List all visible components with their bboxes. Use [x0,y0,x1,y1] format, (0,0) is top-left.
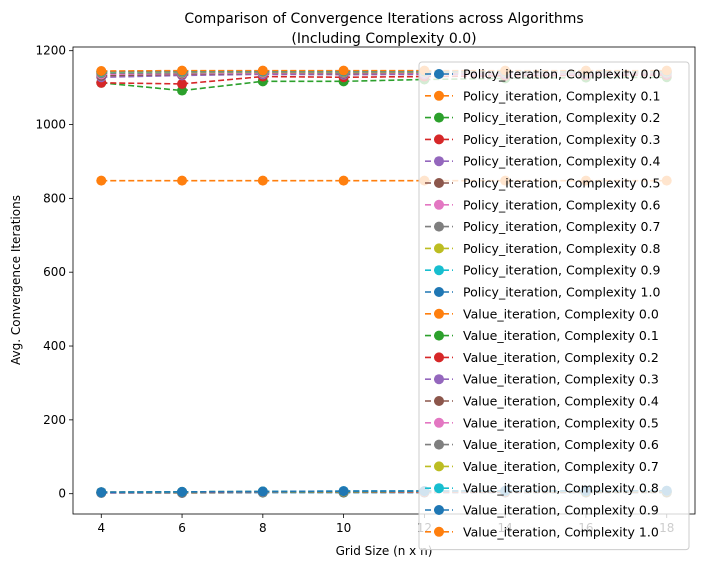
legend-marker [434,330,444,341]
legend-label: Value_iteration, Complexity 0.8 [463,481,659,496]
data-point [96,487,107,498]
legend-label: Value_iteration, Complexity 0.5 [463,415,659,430]
legend-marker [434,439,444,450]
y-tick-label: 400 [43,339,66,353]
legend-label: Policy_iteration, Complexity 0.9 [463,263,660,278]
legend-marker [434,374,444,385]
y-tick-label: 1000 [35,118,66,132]
legend-item: Value_iteration, Complexity 0.3 [425,372,659,387]
legend-label: Policy_iteration, Complexity 0.2 [463,110,660,125]
legend-marker [434,483,444,494]
legend-marker [434,265,444,276]
legend-item: Value_iteration, Complexity 0.0 [425,306,659,321]
chart-title: Comparison of Convergence Iterations acr… [184,11,583,27]
legend-marker [434,287,444,297]
legend-marker [434,396,444,406]
x-tick-label: 6 [178,521,186,535]
legend-label: Value_iteration, Complexity 0.9 [463,503,659,518]
legend-label: Policy_iteration, Complexity 0.6 [463,197,660,212]
data-point [177,486,188,497]
legend-marker [434,417,444,428]
legend-label: Policy_iteration, Complexity 0.0 [463,67,660,82]
x-axis-label: Grid Size (n x n) [336,544,433,558]
legend-item: Policy_iteration, Complexity 0.2 [425,110,660,125]
legend-label: Value_iteration, Complexity 0.6 [463,437,659,452]
legend-marker [434,69,444,79]
legend-marker [434,178,444,188]
x-tick-label: 8 [259,521,267,535]
legend-label: Value_iteration, Complexity 0.7 [463,459,659,474]
legend-item: Policy_iteration, Complexity 1.0 [425,285,660,300]
data-point [257,175,268,186]
legend-label: Policy_iteration, Complexity 0.7 [463,219,660,234]
y-tick-label: 200 [43,413,66,427]
legend-item: Value_iteration, Complexity 0.5 [425,415,659,430]
legend-item: Policy_iteration, Complexity 0.6 [425,197,660,212]
legend-item: Value_iteration, Complexity 0.2 [425,350,659,365]
legend-marker [434,505,444,515]
data-point [338,65,349,76]
data-point [257,65,268,76]
legend-label: Policy_iteration, Complexity 0.8 [463,241,660,256]
legend-item: Policy_iteration, Complexity 0.4 [425,154,660,169]
data-point [177,175,188,186]
legend-marker [434,526,444,537]
legend: Policy_iteration, Complexity 0.0 Policy_i… [418,61,690,551]
legend-label: Value_iteration, Complexity 0.0 [463,306,659,321]
data-point [177,65,188,76]
legend-marker [434,461,444,472]
legend-item: Value_iteration, Complexity 0.6 [425,437,659,452]
legend-label: Policy_iteration, Complexity 0.3 [463,132,660,147]
legend-item: Value_iteration, Complexity 0.1 [425,328,659,343]
legend-marker [434,243,444,254]
legend-label: Policy_iteration, Complexity 0.5 [463,176,660,191]
legend-marker [434,134,444,145]
y-axis-ticks: 0 200 400 600 800 1000 1200 [35,44,73,501]
data-point [257,486,268,497]
chart-subtitle: (Including Complexity 0.0) [291,31,476,47]
legend-label: Policy_iteration, Complexity 0.4 [463,154,660,169]
legend-marker [434,112,444,123]
legend-item: Policy_iteration, Complexity 0.5 [425,176,660,191]
legend-label: Value_iteration, Complexity 1.0 [463,524,659,539]
legend-box [418,61,690,551]
legend-item: Policy_iteration, Complexity 0.9 [425,263,660,278]
legend-label: Value_iteration, Complexity 0.1 [463,328,659,343]
data-point [177,78,188,89]
y-axis-label: Avg. Convergence Iterations [9,195,23,365]
legend-label: Value_iteration, Complexity 0.4 [463,394,659,409]
legend-marker [434,221,444,232]
plot-frame [72,46,696,515]
legend-item: Value_iteration, Complexity 0.9 [425,503,659,518]
data-point [96,175,107,186]
legend-item: Value_iteration, Complexity 0.7 [425,459,659,474]
legend-label: Value_iteration, Complexity 0.2 [463,350,659,365]
legend-label: Value_iteration, Complexity 0.3 [463,372,659,387]
y-tick-label: 800 [43,191,66,205]
legend-item: Value_iteration, Complexity 0.8 [425,481,659,496]
legend-marker [434,156,444,167]
x-tick-label: 4 [97,521,105,535]
legend-marker [434,308,444,319]
legend-item: Policy_iteration, Complexity 0.1 [425,88,660,103]
legend-item: Policy_iteration, Complexity 0.7 [425,219,660,234]
legend-label: Policy_iteration, Complexity 0.1 [463,88,660,103]
legend-item: Policy_iteration, Complexity 0.0 [425,67,660,82]
legend-item: Value_iteration, Complexity 0.4 [425,394,659,409]
legend-marker [434,199,444,210]
x-tick-label: 10 [336,521,351,535]
y-tick-label: 1200 [35,44,66,58]
legend-marker [434,90,444,101]
data-point [96,65,107,76]
legend-label: Policy_iteration, Complexity 1.0 [463,285,660,300]
legend-item: Policy_iteration, Complexity 0.8 [425,241,660,256]
y-tick-label: 0 [58,487,66,501]
data-point [338,175,349,186]
legend-item: Policy_iteration, Complexity 0.3 [425,132,660,147]
data-point [338,486,349,497]
y-tick-label: 600 [43,265,66,279]
legend-item: Value_iteration, Complexity 1.0 [425,524,659,539]
legend-marker [434,352,444,363]
